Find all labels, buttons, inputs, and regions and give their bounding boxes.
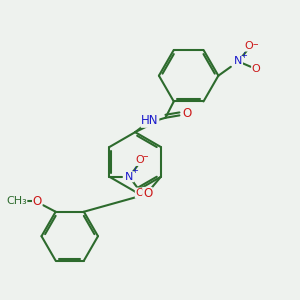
Text: O: O [33,195,42,208]
Text: O: O [135,188,144,198]
Text: +: + [240,51,247,60]
Text: O: O [252,64,260,74]
Text: O: O [143,188,152,200]
Text: –: – [143,152,148,161]
Text: O: O [244,41,253,51]
Text: N: N [125,172,134,182]
Text: HN: HN [141,114,159,127]
Text: CH₃: CH₃ [6,196,27,206]
Text: –: – [253,39,258,49]
Text: O: O [182,107,192,120]
Text: N: N [234,56,242,66]
Text: O: O [135,155,144,165]
Text: +: + [131,166,138,175]
